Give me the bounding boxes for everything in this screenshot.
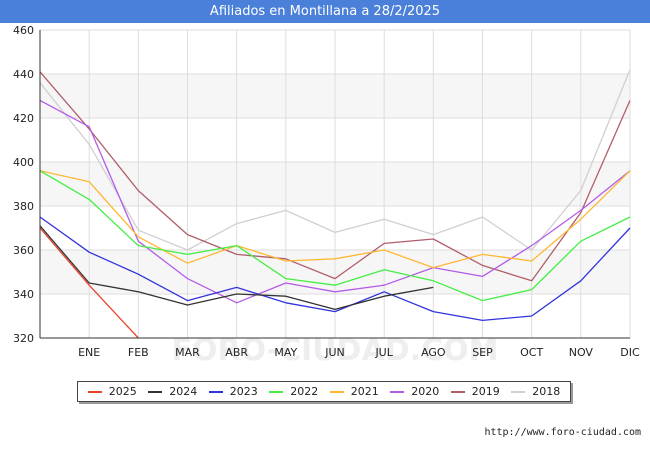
legend-label: 2025 (108, 385, 137, 398)
x-tick-label: NOV (569, 346, 594, 359)
legend-swatch (511, 390, 526, 393)
y-tick-label: 380 (13, 200, 34, 213)
legend-label: 2020 (411, 385, 440, 398)
legend-item-2022: 2022 (269, 385, 318, 398)
legend-swatch (329, 390, 344, 393)
y-tick-label: 340 (13, 288, 34, 301)
y-tick-label: 400 (13, 156, 34, 169)
legend-item-2025: 2025 (87, 385, 137, 398)
legend-label: 2023 (229, 385, 258, 398)
y-tick-label: 460 (13, 24, 34, 37)
x-tick-label: SEP (472, 346, 493, 359)
legend-label: 2024 (169, 385, 198, 398)
x-tick-label: ENE (78, 346, 100, 359)
x-tick-label: MAR (175, 346, 200, 359)
legend: 2025 2024 2023 2022 2021 2020 2019 2018 (77, 381, 571, 402)
x-tick-label: JUL (374, 346, 393, 359)
grid (40, 29, 631, 339)
y-tick-label: 360 (13, 244, 34, 257)
x-tick-label: MAY (274, 346, 297, 359)
watermark: FORO-CIUDAD.COM (172, 333, 499, 368)
x-tick-labels: ENE FEB MAR ABR MAY JUN JUL AGO SEP OCT NOV DIC (78, 346, 640, 359)
legend-swatch (208, 390, 223, 393)
legend-swatch (269, 390, 284, 393)
x-tick-label: ABR (225, 346, 248, 359)
y-tick-label: 420 (13, 112, 34, 125)
legend-swatch (450, 390, 465, 393)
source-footer: http://www.foro-ciudad.com (484, 427, 641, 438)
legend-item-2018: 2018 (511, 385, 560, 398)
x-tick-label: JUN (324, 346, 345, 359)
legend-item-2024: 2024 (148, 385, 197, 398)
legend-swatch (87, 390, 102, 393)
legend-item-2023: 2023 (208, 385, 258, 398)
legend-item-2019: 2019 (450, 385, 500, 398)
legend-label: 2021 (350, 385, 379, 398)
series-line-2025 (39, 227, 139, 339)
series-line-2024 (39, 225, 434, 311)
x-tick-label: AGO (421, 346, 446, 359)
legend-swatch (148, 390, 163, 393)
series-line-2022 (39, 170, 631, 302)
legend-label: 2022 (290, 385, 319, 398)
series-line-2023 (39, 216, 631, 322)
legend-label: 2018 (532, 385, 561, 398)
legend-item-2021: 2021 (329, 385, 379, 398)
legend-label: 2019 (471, 385, 500, 398)
x-tick-label: FEB (128, 346, 149, 359)
series-line-2019 (39, 71, 631, 282)
x-tick-label: DIC (620, 346, 640, 359)
legend-swatch (390, 390, 405, 393)
series-line-2021 (39, 170, 631, 269)
series-line-2018 (39, 69, 631, 251)
series-group (39, 69, 631, 339)
legend-item-2020: 2020 (390, 385, 439, 398)
y-tick-label: 320 (13, 332, 34, 345)
x-tick-label: OCT (520, 346, 543, 359)
axes (39, 30, 630, 339)
chart-title: Afiliados en Montillana a 28/2/2025 (0, 0, 650, 23)
series-line-2020 (39, 99, 631, 304)
y-tick-label: 440 (13, 68, 34, 81)
y-tick-labels: 320 340 360 380 400 420 440 460 (13, 24, 34, 345)
